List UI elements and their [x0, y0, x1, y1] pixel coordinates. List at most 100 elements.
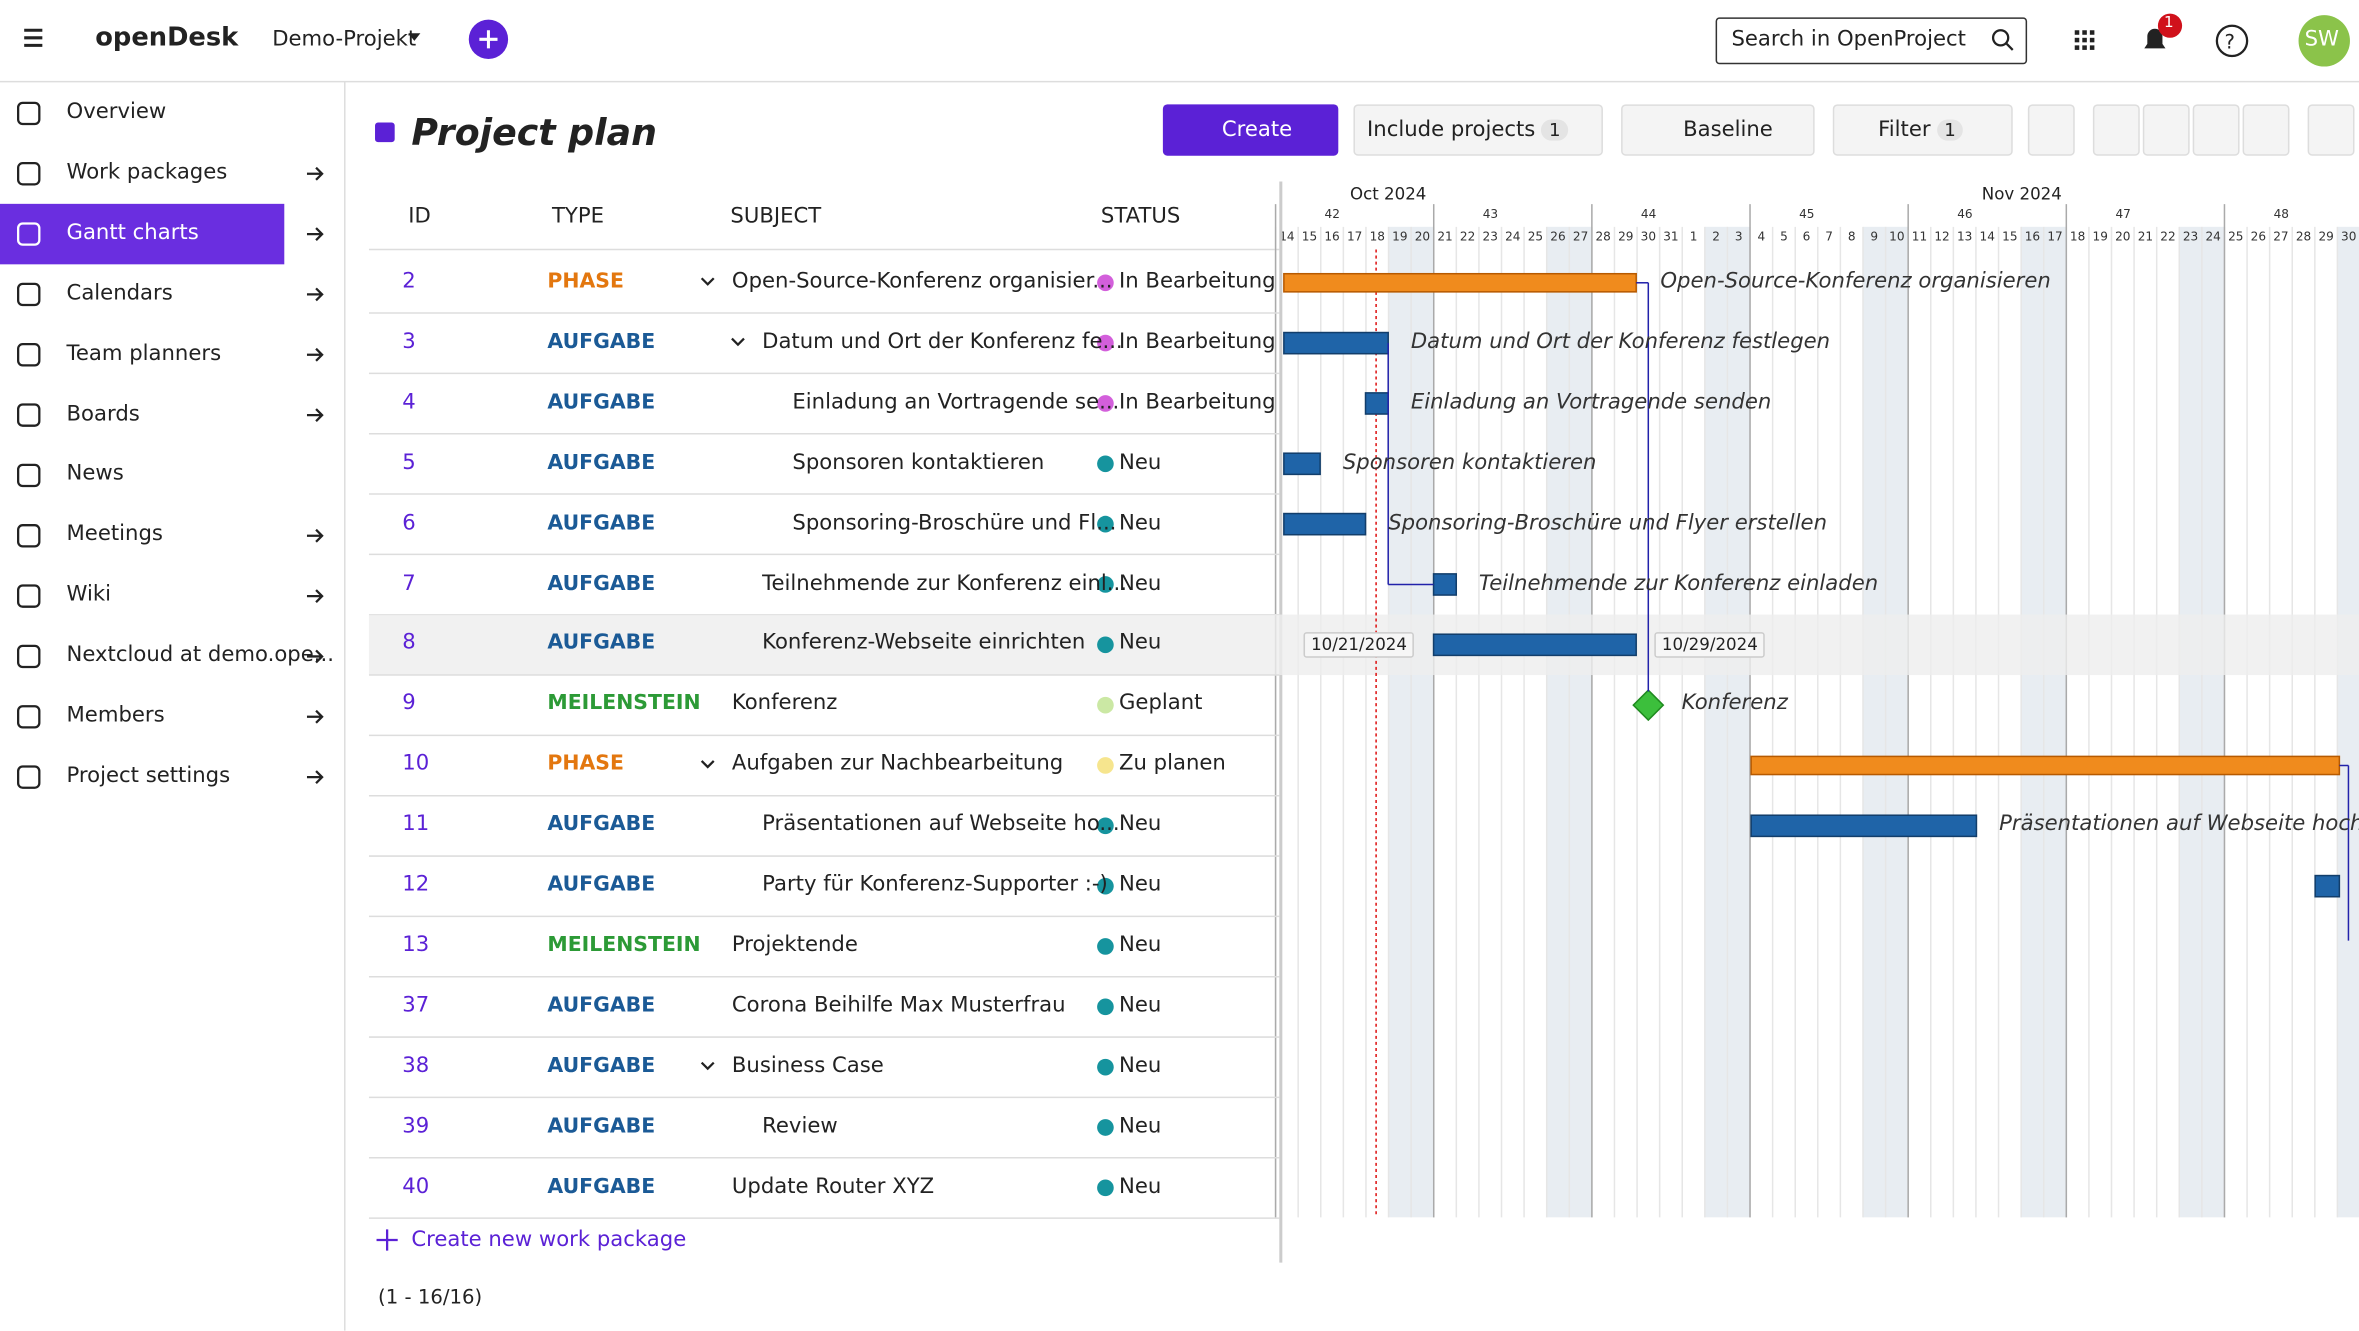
baseline[interactable]: Baseline — [1621, 104, 1815, 156]
search-input[interactable]: Search in OpenProject — [1731, 27, 1966, 52]
column-header[interactable]: STATUS — [1100, 204, 1181, 229]
column-header[interactable]: SUBJECT — [730, 204, 822, 229]
nav-item[interactable]: Wiki — [66, 582, 112, 607]
wp-subject[interactable]: Projektende — [731, 932, 858, 958]
wp-type: AUFGABE — [547, 570, 656, 596]
wp-subject[interactable]: Party für Konferenz-Supporter :-) — [762, 872, 1108, 897]
wp-id[interactable]: 39 — [402, 1113, 430, 1139]
logo[interactable]: openDesk — [95, 22, 239, 53]
nav-item[interactable]: Project settings — [66, 763, 231, 788]
wp-subject[interactable]: Teilnehmende zur Konferenz einl... — [762, 570, 1127, 596]
wp-id[interactable]: 9 — [402, 691, 416, 716]
icon-button[interactable] — [2027, 104, 2075, 156]
nav-icon — [17, 343, 41, 367]
wp-status: In Bearbeitung — [1119, 329, 1276, 354]
wp-id[interactable]: 38 — [402, 1053, 430, 1078]
nav-arrow — [306, 227, 324, 241]
day-label: 29 — [2318, 229, 2333, 243]
day-label: 18 — [1370, 229, 1385, 243]
wp-status: In Bearbeitung — [1119, 269, 1276, 294]
nav-item[interactable]: Team planners — [66, 341, 222, 366]
nav-item[interactable]: Boards — [66, 401, 140, 426]
day-label: 27 — [2273, 229, 2288, 243]
wp-subject[interactable]: Einladung an Vortragende se... — [792, 389, 1120, 415]
task-bar — [1283, 331, 1389, 355]
wp-status: Neu — [1119, 812, 1162, 837]
date-label: 10/21/2024 — [1303, 632, 1415, 659]
filter[interactable]: Filter 1 — [1832, 104, 2013, 156]
wp-id[interactable]: 8 — [402, 631, 416, 656]
status-dot — [1097, 757, 1114, 774]
wp-id[interactable]: 4 — [402, 389, 416, 415]
wp-type: MEILENSTEIN — [547, 691, 701, 716]
wp-id[interactable]: 12 — [402, 872, 430, 897]
icon-button[interactable] — [2192, 104, 2240, 156]
apps-icon — [2074, 45, 2080, 50]
wp-subject[interactable]: Business Case — [731, 1053, 884, 1078]
icon-button[interactable] — [2242, 104, 2290, 156]
wp-id[interactable]: 2 — [402, 269, 416, 294]
notification-count[interactable]: 1 — [2163, 15, 2174, 32]
day-label: 16 — [2025, 229, 2040, 243]
create-button[interactable]: Create — [1162, 104, 1339, 156]
pagination: (1 - 16/16) — [378, 1286, 483, 1310]
nav-item[interactable]: News — [66, 461, 124, 487]
nav-item[interactable]: Meetings — [66, 522, 163, 547]
status-dot — [1097, 576, 1114, 593]
wp-subject[interactable]: Konferenz-Webseite einrichten — [762, 631, 1086, 656]
nav-item[interactable]: Work packages — [66, 160, 228, 185]
wp-status: In Bearbeitung — [1119, 389, 1276, 415]
wp-subject[interactable]: Sponsoren kontaktieren — [792, 450, 1045, 475]
week-label: 42 — [1325, 207, 1340, 221]
nav-icon — [17, 644, 41, 669]
wp-id[interactable]: 10 — [402, 751, 430, 777]
day-label: 22 — [1460, 229, 1475, 243]
create-new-link[interactable]: Create new work package — [411, 1227, 687, 1253]
wp-subject[interactable]: Review — [762, 1113, 838, 1139]
week-label: 44 — [1641, 207, 1656, 221]
wp-id[interactable]: 40 — [402, 1174, 430, 1199]
wp-id[interactable]: 13 — [402, 932, 430, 958]
wp-id[interactable]: 6 — [402, 510, 416, 535]
day-label: 17 — [2047, 229, 2062, 243]
wp-subject[interactable]: Update Router XYZ — [731, 1174, 935, 1199]
nav-item[interactable]: Nextcloud at demo.ope... — [66, 642, 334, 668]
wp-subject[interactable]: Open-Source-Konferenz organisier... — [731, 269, 1113, 294]
nav-item[interactable]: Members — [66, 703, 165, 728]
wp-id[interactable]: 7 — [402, 570, 416, 596]
include-projects[interactable]: Include projects 1 — [1353, 104, 1603, 156]
wp-subject[interactable]: Sponsoring-Broschüre und Fl... — [792, 510, 1117, 535]
nav-item[interactable]: Calendars — [66, 280, 173, 305]
wp-subject[interactable]: Datum und Ort der Konferenz fe... — [762, 329, 1123, 354]
wp-id[interactable]: 5 — [402, 450, 416, 475]
project-select[interactable]: Demo-Projekt — [272, 27, 417, 52]
month-label: Oct 2024 — [1350, 185, 1426, 204]
avatar[interactable]: SW — [2304, 27, 2339, 52]
nav-item[interactable]: Gantt charts — [66, 220, 199, 245]
caret — [408, 33, 421, 41]
wp-type: AUFGABE — [547, 1053, 656, 1078]
status-dot — [1097, 274, 1114, 292]
apps-icon — [2082, 37, 2087, 43]
wp-id[interactable]: 3 — [402, 329, 416, 354]
wp-subject[interactable]: Präsentationen auf Webseite ho... — [762, 812, 1120, 837]
wp-type: AUFGABE — [547, 993, 656, 1018]
column-header[interactable]: ID — [408, 204, 431, 229]
icon-button[interactable] — [2092, 104, 2140, 156]
icon-button[interactable] — [2307, 104, 2355, 156]
nav-icon — [17, 403, 41, 427]
icon-button[interactable] — [2142, 104, 2190, 156]
wp-subject[interactable]: Aufgaben zur Nachbearbeitung — [731, 751, 1064, 777]
wp-id[interactable]: 37 — [402, 993, 430, 1018]
column-header[interactable]: TYPE — [551, 204, 604, 229]
weekend — [1704, 226, 1728, 1218]
apps-icon — [2089, 45, 2095, 50]
nav-item[interactable]: Overview — [66, 99, 167, 125]
active-item — [0, 203, 285, 265]
wp-subject[interactable]: Corona Beihilfe Max Musterfrau — [731, 993, 1066, 1018]
wp-subject[interactable]: Konferenz — [731, 691, 838, 716]
day-label: 27 — [1573, 229, 1588, 243]
wp-id[interactable]: 11 — [402, 812, 430, 837]
weekend — [1885, 226, 1909, 1218]
nav-arrow — [306, 709, 324, 724]
